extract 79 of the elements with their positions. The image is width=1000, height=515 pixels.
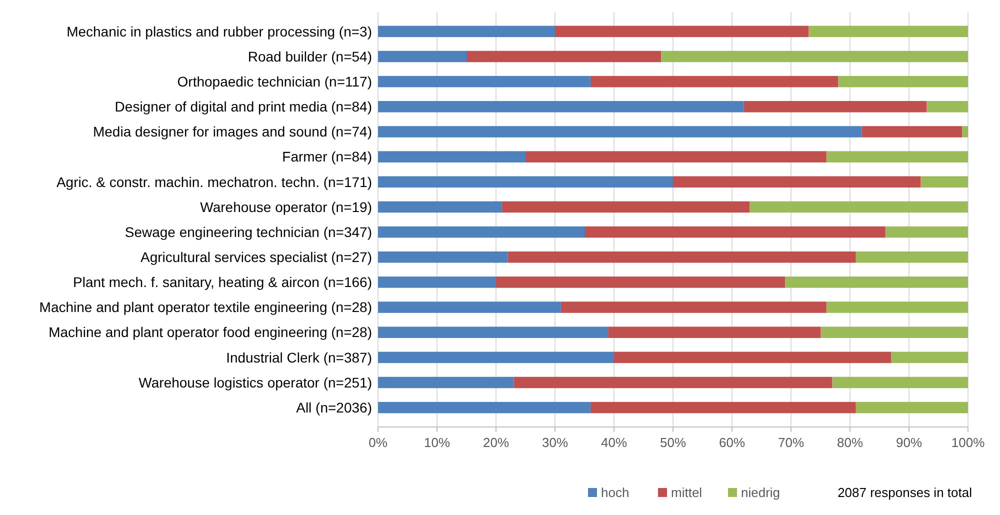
- y-tick-label: Sewage engineering technician (n=347): [124, 224, 372, 240]
- y-tick-label: Agric. & constr. machin. mechatron. techn. (n=171): [56, 174, 372, 190]
- y-tick-label: Mechanic in plastics and rubber processing (n=3): [66, 23, 372, 40]
- y-tick-label: Farmer (n=84): [282, 148, 372, 165]
- bar: [856, 402, 968, 414]
- bar: [920, 176, 968, 188]
- bar: [820, 326, 968, 338]
- bar: [378, 402, 590, 414]
- bar: [502, 201, 750, 213]
- bar: [661, 50, 968, 62]
- bar: [608, 326, 820, 338]
- bar: [808, 26, 968, 38]
- x-tick-label: 70%: [778, 435, 804, 450]
- bar: [926, 101, 968, 112]
- y-tick-label: Road builder (n=54): [248, 48, 372, 64]
- bar: [962, 126, 968, 138]
- bar: [584, 226, 886, 238]
- bar: [378, 276, 496, 288]
- bar: [496, 276, 786, 288]
- bar: [378, 226, 584, 238]
- y-tick-label: Machine and plant operator textile engineering (n=28): [39, 299, 372, 316]
- y-tick-label: Industrial Clerk (n=387): [226, 349, 372, 366]
- bar: [555, 26, 809, 38]
- bar: [590, 76, 838, 88]
- y-tick-label: All (n=2036): [296, 399, 372, 416]
- y-tick-label: Orthopaedic technician (n=117): [177, 73, 372, 90]
- legend-label: niedrig: [741, 485, 780, 500]
- bar: [673, 176, 921, 188]
- bar: [832, 376, 968, 388]
- bar: [891, 352, 968, 364]
- y-tick-label: Media designer for images and sound (n=74): [92, 124, 372, 140]
- bar: [508, 251, 856, 263]
- bar: [750, 201, 968, 213]
- bar: [785, 276, 968, 288]
- bar: [614, 352, 892, 364]
- bar: [526, 151, 826, 162]
- bar: [378, 50, 466, 62]
- bar: [378, 26, 555, 38]
- bar: [826, 151, 968, 162]
- bar: [378, 326, 608, 338]
- bar: [378, 376, 514, 388]
- bar: [378, 201, 502, 213]
- y-tick-label: Agricultural services specialist (n=27): [140, 249, 372, 266]
- bar: [560, 302, 826, 313]
- legend-label: hoch: [601, 485, 630, 500]
- x-tick-label: 10%: [424, 435, 450, 450]
- bar: [378, 176, 673, 188]
- x-tick-label: 50%: [660, 435, 686, 450]
- bar: [378, 302, 561, 313]
- legend-label: mittel: [671, 485, 702, 500]
- x-tick-label: 20%: [482, 435, 510, 450]
- y-tick-label: Warehouse logistics operator (n=251): [138, 374, 372, 390]
- x-tick-label: 80%: [836, 435, 864, 450]
- bar: [590, 402, 856, 414]
- x-tick-label: 90%: [896, 435, 922, 450]
- bar: [378, 76, 590, 88]
- y-tick-label: Machine and plant operator food engineering (n=28): [48, 324, 372, 340]
- bar: [826, 302, 968, 313]
- bar: [378, 126, 862, 138]
- bar: [856, 251, 968, 263]
- bar: [466, 50, 662, 62]
- bar: [862, 126, 962, 138]
- bar: [514, 376, 832, 388]
- x-tick-label: 0%: [368, 435, 388, 450]
- x-tick-label: 100%: [951, 435, 986, 450]
- bar: [378, 101, 744, 112]
- bar: [885, 226, 968, 238]
- text: 2087 responses in total: [838, 485, 972, 500]
- x-tick-label: 40%: [600, 435, 628, 450]
- bar: [838, 76, 968, 88]
- y-tick-label: Warehouse operator (n=19): [200, 198, 372, 215]
- x-tick-label: 60%: [718, 435, 746, 450]
- x-tick-label: 30%: [542, 435, 568, 450]
- bar: [378, 151, 526, 162]
- bar: [378, 352, 614, 364]
- bar: [744, 101, 927, 112]
- y-tick-label: Designer of digital and print media (n=84): [114, 98, 372, 115]
- y-tick-label: Plant mech. f. sanitary, heating & aircon (n=166): [73, 274, 372, 290]
- bar: [378, 251, 508, 263]
